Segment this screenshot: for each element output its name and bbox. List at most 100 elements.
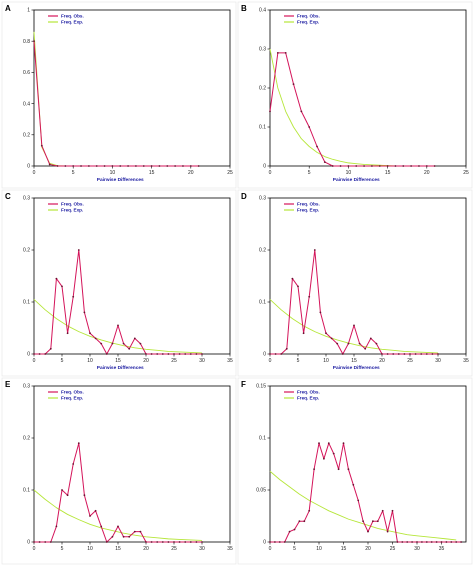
observed-point bbox=[409, 353, 411, 355]
observed-point bbox=[80, 165, 82, 167]
observed-point bbox=[416, 541, 418, 543]
observed-point bbox=[300, 110, 303, 113]
legend-label-observed: Freq. Obs. bbox=[297, 202, 320, 207]
x-tick-label: 20 bbox=[143, 546, 149, 552]
observed-point bbox=[145, 541, 147, 543]
observed-point bbox=[337, 468, 340, 471]
observed-point bbox=[127, 165, 129, 167]
y-tick-label: 0.05 bbox=[256, 488, 266, 494]
observed-point bbox=[100, 525, 103, 528]
observed-point bbox=[425, 165, 428, 167]
observed-point bbox=[358, 342, 361, 345]
observed-point bbox=[89, 332, 91, 335]
observed-point bbox=[308, 295, 311, 298]
legend-label-observed: Freq. Obs. bbox=[61, 390, 84, 395]
observed-point bbox=[77, 249, 80, 251]
observed-point bbox=[339, 165, 342, 167]
chart-panel-f: F 0 5 10 15 20 25 30 35 0 0.05 0.1 0.15 Freq. Obs.Fre… bbox=[237, 377, 473, 565]
observed-point bbox=[292, 83, 295, 85]
x-tick-label: 25 bbox=[407, 358, 413, 364]
x-axis-label: Pairwise Differences bbox=[97, 177, 144, 183]
observed-point bbox=[401, 541, 404, 543]
x-tick-label: 0 bbox=[269, 170, 272, 176]
x-tick-label: 10 bbox=[87, 546, 93, 552]
x-tick-label: 5 bbox=[293, 546, 296, 552]
x-tick-label: 20 bbox=[143, 358, 149, 364]
x-tick-label: 5 bbox=[297, 358, 300, 364]
observed-point bbox=[355, 165, 358, 167]
observed-point bbox=[375, 342, 378, 345]
observed-series-line bbox=[269, 52, 435, 167]
x-tick-label: 10 bbox=[323, 358, 329, 364]
x-tick-label: 15 bbox=[115, 546, 121, 552]
observed-point bbox=[150, 541, 153, 543]
observed-point bbox=[49, 541, 52, 543]
observed-point bbox=[55, 525, 58, 528]
chart-panel-c: C 0 5 10 15 20 25 30 35 0 0.1 0.2 0.3 Pairwise Differ… bbox=[1, 189, 237, 377]
observed-point bbox=[323, 457, 325, 460]
observed-point bbox=[135, 165, 137, 167]
observed-point bbox=[455, 541, 458, 543]
observed-point bbox=[394, 165, 397, 167]
observed-point bbox=[372, 520, 374, 523]
observed-point bbox=[44, 541, 47, 543]
observed-point bbox=[119, 165, 122, 167]
observed-point bbox=[347, 468, 350, 471]
observed-point bbox=[111, 342, 114, 345]
observed-point bbox=[33, 541, 35, 543]
panel-letter: C bbox=[5, 192, 11, 201]
observed-point bbox=[288, 530, 291, 533]
observed-point bbox=[156, 353, 159, 355]
observed-point bbox=[433, 165, 436, 167]
x-tick-label: 15 bbox=[149, 170, 155, 176]
observed-point bbox=[450, 541, 453, 543]
plot-area bbox=[269, 385, 467, 543]
y-tick-label: 0.2 bbox=[259, 248, 266, 254]
observed-point bbox=[189, 165, 192, 167]
observed-point bbox=[83, 494, 86, 497]
observed-point bbox=[283, 541, 286, 543]
observed-point bbox=[371, 165, 373, 167]
observed-point bbox=[156, 541, 159, 543]
panel-letter: A bbox=[5, 4, 11, 13]
expected-series-line bbox=[269, 299, 439, 354]
observed-point bbox=[369, 337, 372, 340]
observed-point bbox=[111, 165, 114, 167]
y-tick-label: 0.1 bbox=[259, 300, 266, 306]
x-axis-label: Pairwise Differences bbox=[333, 177, 380, 183]
observed-point bbox=[323, 161, 326, 164]
x-tick-label: 20 bbox=[188, 170, 194, 176]
observed-point bbox=[284, 52, 287, 54]
observed-point bbox=[184, 541, 187, 543]
observed-point bbox=[378, 165, 381, 167]
observed-point bbox=[94, 509, 97, 512]
y-tick-label: 0.1 bbox=[259, 436, 266, 442]
observed-point bbox=[55, 277, 58, 280]
observed-point bbox=[173, 353, 175, 355]
x-tick-label: 5 bbox=[72, 170, 75, 176]
x-tick-label: 10 bbox=[110, 170, 116, 176]
observed-point bbox=[411, 541, 413, 543]
x-tick-label: 15 bbox=[385, 170, 391, 176]
observed-point bbox=[332, 452, 335, 455]
legend-label-expected: Freq. Exp. bbox=[61, 208, 83, 213]
expected-series-line bbox=[33, 489, 203, 541]
y-tick-label: 0.3 bbox=[259, 47, 266, 53]
x-tick-label: 0 bbox=[269, 358, 272, 364]
x-tick-label: 0 bbox=[33, 358, 36, 364]
observed-point bbox=[48, 163, 51, 166]
y-tick-label: 0.2 bbox=[23, 133, 30, 139]
observed-point bbox=[269, 541, 271, 543]
observed-point bbox=[293, 528, 296, 531]
observed-point bbox=[64, 165, 67, 167]
plot-area bbox=[33, 9, 231, 167]
observed-point bbox=[425, 541, 428, 543]
observed-point bbox=[95, 165, 98, 167]
observed-point bbox=[189, 541, 192, 543]
x-tick-label: 25 bbox=[171, 546, 177, 552]
legend-label-expected: Freq. Exp. bbox=[297, 208, 319, 213]
observed-point bbox=[77, 442, 80, 445]
observed-point bbox=[72, 295, 75, 298]
observed-point bbox=[425, 353, 428, 355]
y-tick-label: 0 bbox=[263, 352, 266, 358]
